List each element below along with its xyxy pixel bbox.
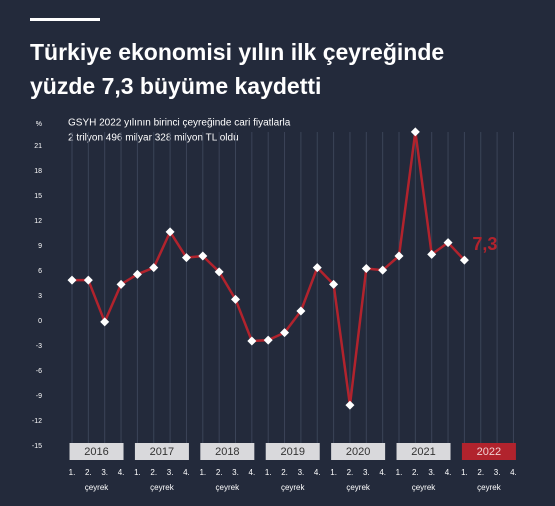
y-tick-label: 18: [34, 168, 42, 175]
group-sublabel: çeyrek: [281, 483, 306, 492]
year-box: [200, 443, 255, 460]
group-sublabel: çeyrek: [412, 483, 437, 492]
point: [247, 336, 257, 346]
y-tick-label: 15: [34, 193, 42, 200]
point: [345, 400, 355, 410]
value-label: 7,3: [472, 234, 497, 254]
group-sublabel: çeyrek: [216, 483, 241, 492]
point: [132, 269, 142, 279]
point: [263, 335, 273, 345]
x-tick-label: 2.: [412, 468, 419, 477]
x-tick-label: 3.: [298, 468, 305, 477]
x-tick-label: 2.: [477, 468, 484, 477]
year-label: 2022: [477, 446, 501, 458]
x-tick-label: 1.: [199, 468, 206, 477]
point: [378, 265, 388, 275]
point: [443, 238, 453, 248]
chart-title: Türkiye ekonomisi yılın ilk çeyreğinde: [30, 39, 444, 65]
group-sublabel: çeyrek: [85, 483, 110, 492]
point: [296, 306, 306, 316]
y-tick-label: -15: [32, 443, 42, 450]
group-sublabel: çeyrek: [346, 483, 371, 492]
y-tick-label: -12: [32, 418, 42, 425]
point: [214, 267, 224, 277]
x-tick-label: 1.: [134, 468, 141, 477]
point: [67, 275, 77, 285]
group-sublabel: çeyrek: [150, 483, 175, 492]
x-tick-label: 4.: [183, 468, 190, 477]
point: [459, 255, 469, 265]
top-bar: [30, 18, 100, 21]
year-box: [134, 443, 189, 460]
x-tick-label: 4.: [510, 468, 517, 477]
x-tick-label: 2.: [347, 468, 354, 477]
x-tick-label: 4.: [445, 468, 452, 477]
y-tick-label: 6: [38, 268, 42, 275]
x-tick-label: 4.: [249, 468, 256, 477]
point: [100, 317, 110, 327]
point: [83, 275, 93, 285]
x-tick-label: 2.: [85, 468, 92, 477]
year-label: 2021: [411, 446, 435, 458]
x-tick-label: 3.: [494, 468, 501, 477]
point: [181, 253, 191, 263]
y-tick-label: 12: [34, 218, 42, 225]
x-tick-label: 1.: [265, 468, 272, 477]
x-tick-label: 3.: [167, 468, 174, 477]
y-tick-label: -6: [36, 368, 42, 375]
point: [329, 279, 339, 289]
x-tick-label: 3.: [428, 468, 435, 477]
x-tick-label: 1.: [461, 468, 468, 477]
point: [280, 328, 290, 338]
point: [394, 251, 404, 261]
x-tick-label: 3.: [232, 468, 239, 477]
point: [231, 294, 240, 304]
year-box: [396, 443, 451, 460]
x-tick-label: 2.: [150, 468, 157, 477]
point: [410, 127, 420, 137]
y-tick-label: 3: [38, 293, 42, 300]
x-tick-label: 1.: [330, 468, 337, 477]
year-label: 2016: [84, 446, 108, 458]
year-label: 2017: [150, 446, 174, 458]
year-box: [265, 443, 320, 460]
point: [427, 249, 437, 259]
x-tick-label: 2.: [281, 468, 288, 477]
y-tick-label: -9: [36, 393, 42, 400]
x-tick-label: 2.: [216, 468, 223, 477]
y-tick-label: 21: [34, 143, 42, 150]
y-unit: %: [36, 121, 42, 128]
point: [116, 279, 126, 289]
x-tick-label: 4.: [379, 468, 386, 477]
point: [198, 251, 208, 261]
y-tick-label: -3: [36, 343, 42, 350]
x-tick-label: 3.: [101, 468, 108, 477]
y-tick-label: 0: [38, 318, 42, 325]
point: [165, 227, 175, 237]
year-label: 2020: [346, 446, 370, 458]
point: [361, 264, 371, 273]
x-tick-label: 4.: [118, 468, 125, 477]
y-tick-label: 9: [38, 243, 42, 250]
year-box: [461, 443, 516, 460]
x-tick-label: 1.: [396, 468, 403, 477]
year-label: 2018: [215, 446, 239, 458]
subtitle: GSYH 2022 yılının birinci çeyreğinde car…: [68, 118, 291, 129]
x-tick-label: 3.: [363, 468, 370, 477]
group-sublabel: çeyrek: [477, 483, 502, 492]
year-box: [69, 443, 124, 460]
x-tick-label: 4.: [314, 468, 321, 477]
point: [149, 263, 159, 273]
x-tick-label: 1.: [69, 468, 76, 477]
chart-title: yüzde 7,3 büyüme kaydetti: [30, 73, 321, 99]
point: [312, 263, 322, 273]
year-box: [331, 443, 386, 460]
year-label: 2019: [280, 446, 304, 458]
